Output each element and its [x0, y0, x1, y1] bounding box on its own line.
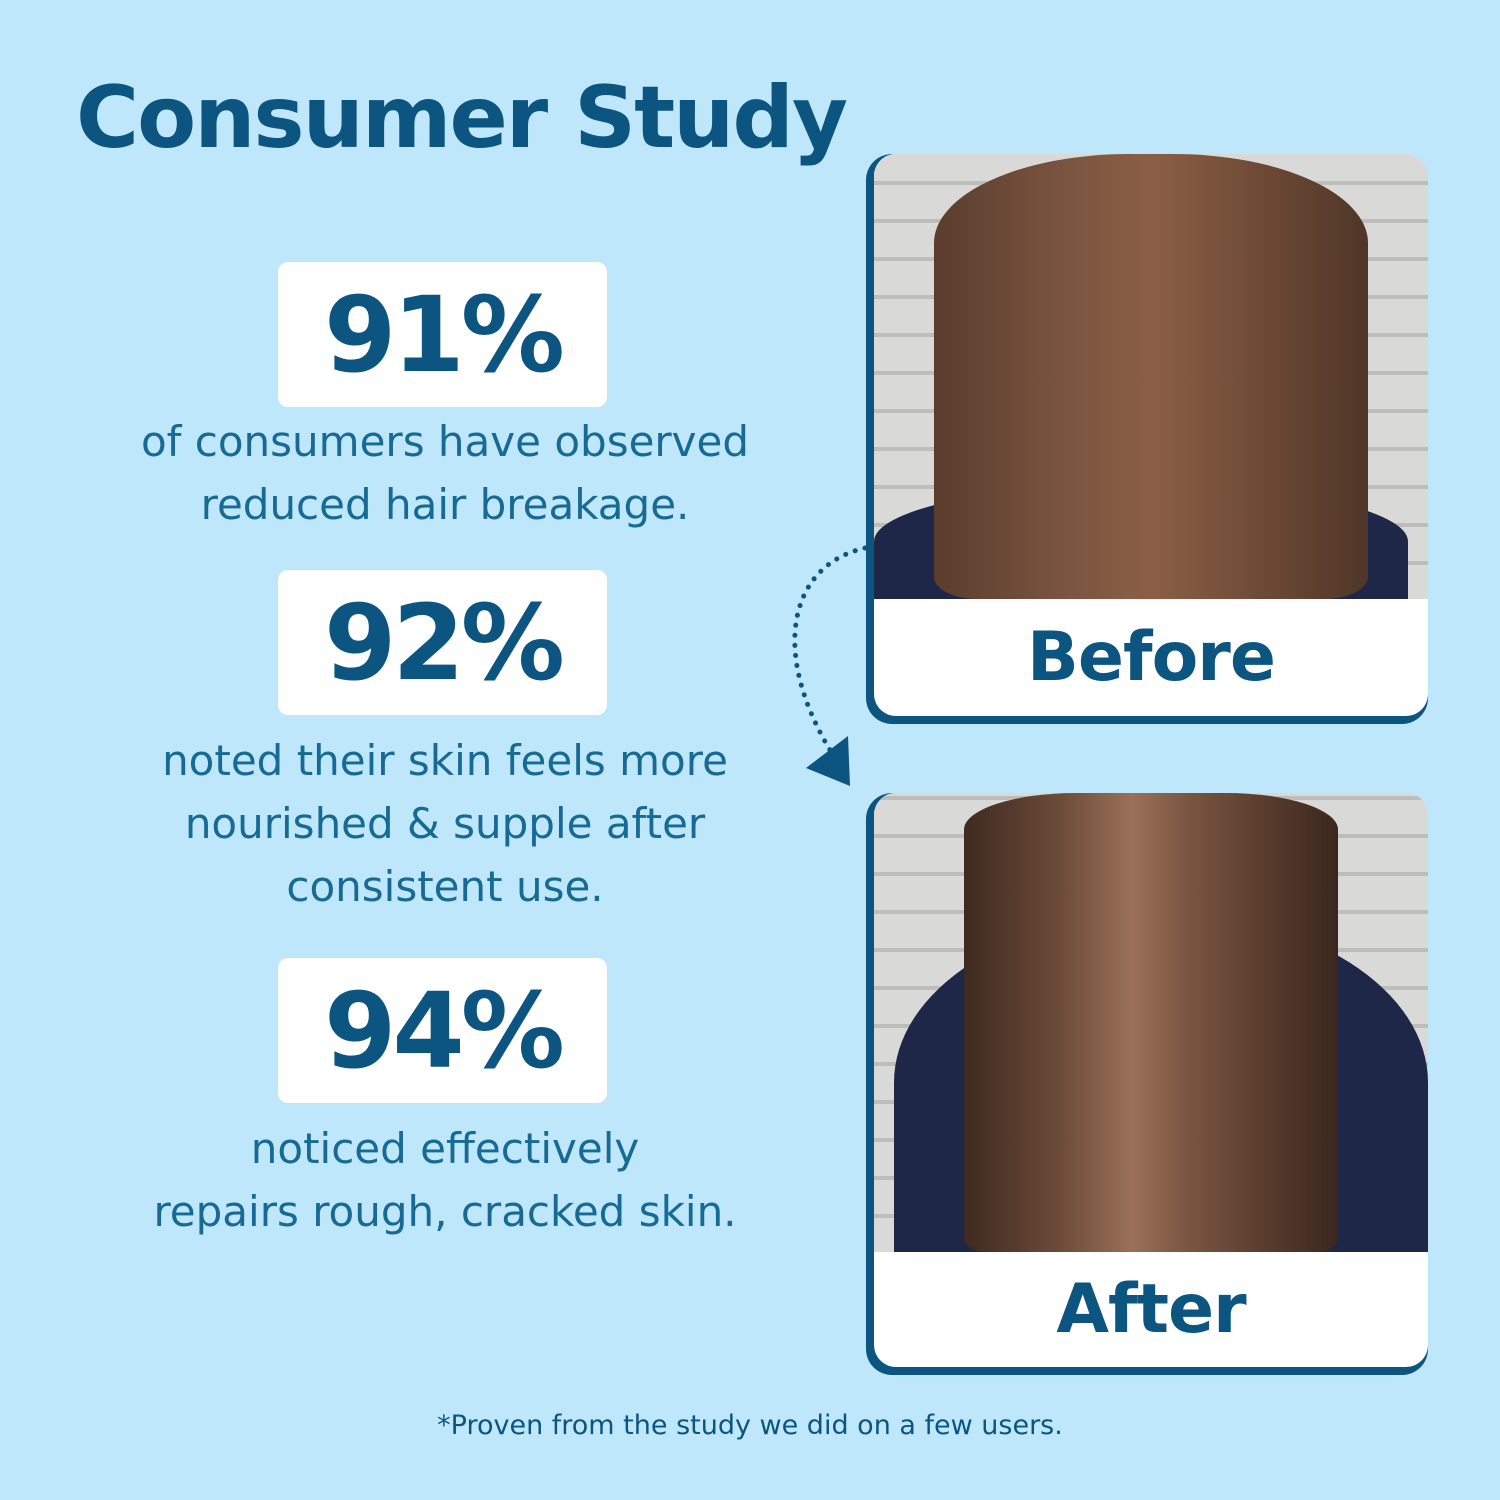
after-card: After [866, 793, 1428, 1375]
stat-92-description: noted their skin feels more nourished & … [60, 729, 830, 918]
stat-line: noticed effectively [250, 1124, 640, 1173]
stat-line: of consumers have observed [140, 417, 750, 466]
page-title: Consumer Study [76, 68, 848, 168]
before-card: Before [866, 154, 1428, 724]
stat-line: reduced hair breakage. [200, 480, 690, 529]
stat-92-badge: 92% [278, 570, 607, 715]
stat-line: nourished & supple after [184, 799, 706, 848]
footnote: *Proven from the study we did on a few u… [437, 1410, 1063, 1441]
curved-dotted-arrow-icon [792, 545, 868, 786]
stat-94-badge: 94% [278, 958, 607, 1103]
before-label: Before [1027, 618, 1276, 697]
stat-line: consistent use. [286, 862, 604, 911]
stat-94-description: noticed effectively repairs rough, crack… [60, 1117, 830, 1243]
after-label: After [1056, 1270, 1246, 1349]
stat-91-description: of consumers have observed reduced hair … [60, 410, 830, 536]
stat-line: noted their skin feels more [162, 736, 728, 785]
before-photo [874, 154, 1428, 599]
stat-91-badge: 91% [278, 262, 607, 407]
stat-line: repairs rough, cracked skin. [153, 1187, 737, 1236]
after-photo [874, 793, 1428, 1252]
